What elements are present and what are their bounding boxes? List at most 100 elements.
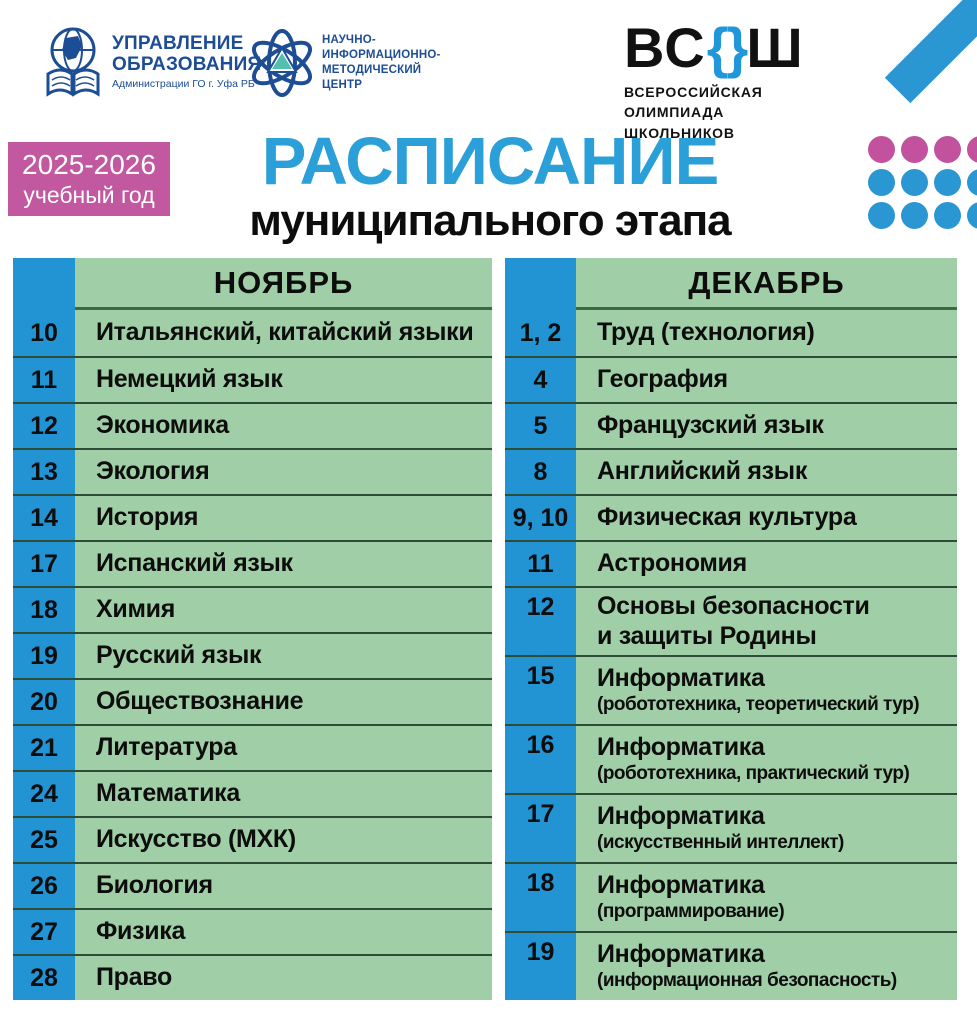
education-department-logo: УПРАВЛЕНИЕ ОБРАЗОВАНИЯ Администрации ГО … [44, 22, 261, 102]
subject-name: Химия [96, 595, 175, 624]
vsosh-sub1: ВСЕРОССИЙСКАЯ [624, 84, 763, 100]
row-date: 15 [505, 657, 576, 724]
subject-name: Биология [96, 871, 213, 900]
row-subject: Информатика (информационная безопасность) [576, 933, 957, 1000]
table-row: 24 Математика [13, 770, 492, 816]
row-subject: География [576, 358, 957, 402]
table-row: 1, 2 Труд (технология) [505, 310, 957, 356]
table-row: 9, 10 Физическая культура [505, 494, 957, 540]
table-row: 19 Информатика (информационная безопасност… [505, 931, 957, 1000]
row-date: 17 [13, 542, 75, 586]
subject-name: Право [96, 963, 172, 992]
vsosh-sub2: ОЛИМПИАДА [624, 104, 725, 121]
subject-name: История [96, 503, 199, 532]
row-subject: Экономика [75, 404, 492, 448]
row-subject: Биология [75, 864, 492, 908]
row-subject: Английский язык [576, 450, 957, 494]
row-date: 4 [505, 358, 576, 402]
month-title: ДЕКАБРЬ [576, 258, 957, 310]
table-row: 26 Биология [13, 862, 492, 908]
row-subject: Химия [75, 588, 492, 632]
table-row: 20 Обществознание [13, 678, 492, 724]
table-row: 21 Литература [13, 724, 492, 770]
row-date: 18 [505, 864, 576, 931]
row-subject: Информатика (программирование) [576, 864, 957, 931]
vsosh-logo: ВС{}Ш ВСЕРОССИЙСКАЯ ОЛИМПИАДА ШКОЛЬНИКОВ [624, 20, 805, 143]
dot [967, 202, 977, 229]
november-header: НОЯБРЬ [13, 258, 492, 310]
row-date: 9, 10 [505, 496, 576, 540]
table-row: 11 Астрономия [505, 540, 957, 586]
table-row: 18 Информатика (программирование) [505, 862, 957, 931]
logo1-title-line1: УПРАВЛЕНИЕ [112, 33, 244, 54]
logo2-line4: ЦЕНТР [322, 78, 363, 91]
table-row: 11 Немецкий язык [13, 356, 492, 402]
dot [868, 202, 895, 229]
row-subject: Физика [75, 910, 492, 954]
december-table: ДЕКАБРЬ 1, 2 Труд (технология) 4 География 5… [505, 258, 957, 1000]
dot [868, 136, 895, 163]
row-date: 28 [13, 956, 75, 1000]
row-subject: Математика [75, 772, 492, 816]
subject-name: Русский язык [96, 641, 262, 670]
row-date: 25 [13, 818, 75, 862]
table-row: 25 Искусство (МХК) [13, 816, 492, 862]
logo1-title-line2: ОБРАЗОВАНИЯ [112, 53, 262, 75]
row-date: 27 [13, 910, 75, 954]
row-date: 1, 2 [505, 310, 576, 356]
row-subject: Экология [75, 450, 492, 494]
corner-stripe-decoration [884, 0, 977, 104]
logo2-line2: ИНФОРМАЦИОННО- [322, 49, 441, 62]
subject-name: Астрономия [597, 549, 747, 578]
row-date: 17 [505, 795, 576, 862]
header-spacer [13, 258, 75, 310]
badge-caption: учебный год [23, 182, 155, 208]
subject-name: Итальянский, китайский языки [96, 318, 474, 347]
row-date: 12 [505, 588, 576, 655]
subject-name: Информатика [597, 663, 765, 692]
table-row: 12 Основы безопасности и защиты Родины [505, 586, 957, 655]
row-subject: Информатика (искусственный интеллект) [576, 795, 957, 862]
page-title: РАСПИСАНИЕ [261, 124, 720, 199]
row-subject: Французский язык [576, 404, 957, 448]
subject-name: Информатика [597, 801, 765, 830]
row-date: 14 [13, 496, 75, 540]
header-spacer [505, 258, 576, 310]
vsosh-letters-right: Ш [746, 16, 805, 79]
subject-name: Английский язык [597, 457, 808, 486]
november-table: НОЯБРЬ 10 Итальянский, китайский языки 11 Н… [13, 258, 492, 1000]
methodical-center-logo: НАУЧНО- ИНФОРМАЦИОННО- МЕТОДИЧЕСКИЙ ЦЕНТ… [250, 24, 441, 102]
row-subject: Право [75, 956, 492, 1000]
subject-name: Экономика [96, 411, 229, 440]
subject-name: Французский язык [597, 411, 824, 440]
subject-name: Труд (технология) [597, 318, 815, 347]
row-subject: Литература [75, 726, 492, 770]
subject-name: География [597, 365, 728, 394]
page-title-block: РАСПИСАНИЕ муниципального этапа [150, 128, 830, 243]
subject-name: Основы безопасности [597, 592, 870, 620]
subject-name: Экология [96, 457, 210, 486]
subject-name: Физическая культура [597, 503, 857, 532]
vsosh-braces: {} [706, 16, 749, 79]
atom-icon [250, 24, 314, 102]
subject-name: Искусство (МХК) [96, 825, 296, 854]
row-date: 13 [13, 450, 75, 494]
row-subject: Основы безопасности и защиты Родины [576, 588, 957, 655]
row-subject: Испанский язык [75, 542, 492, 586]
subject-note: (информационная безопасность) [597, 970, 897, 992]
december-header: ДЕКАБРЬ [505, 258, 957, 310]
dot-grid-decoration [868, 136, 977, 229]
row-subject: Искусство (МХК) [75, 818, 492, 862]
logo2-line1: НАУЧНО- [322, 34, 376, 47]
table-row: 28 Право [13, 954, 492, 1000]
row-subject: Труд (технология) [576, 310, 957, 356]
row-date: 18 [13, 588, 75, 632]
row-subject: Обществознание [75, 680, 492, 724]
table-row: 4 География [505, 356, 957, 402]
row-date: 5 [505, 404, 576, 448]
dot [967, 169, 977, 196]
subject-name: Немецкий язык [96, 365, 283, 394]
december-rows: 1, 2 Труд (технология) 4 География 5 Французс… [505, 310, 957, 1000]
table-row: 14 История [13, 494, 492, 540]
table-row: 12 Экономика [13, 402, 492, 448]
